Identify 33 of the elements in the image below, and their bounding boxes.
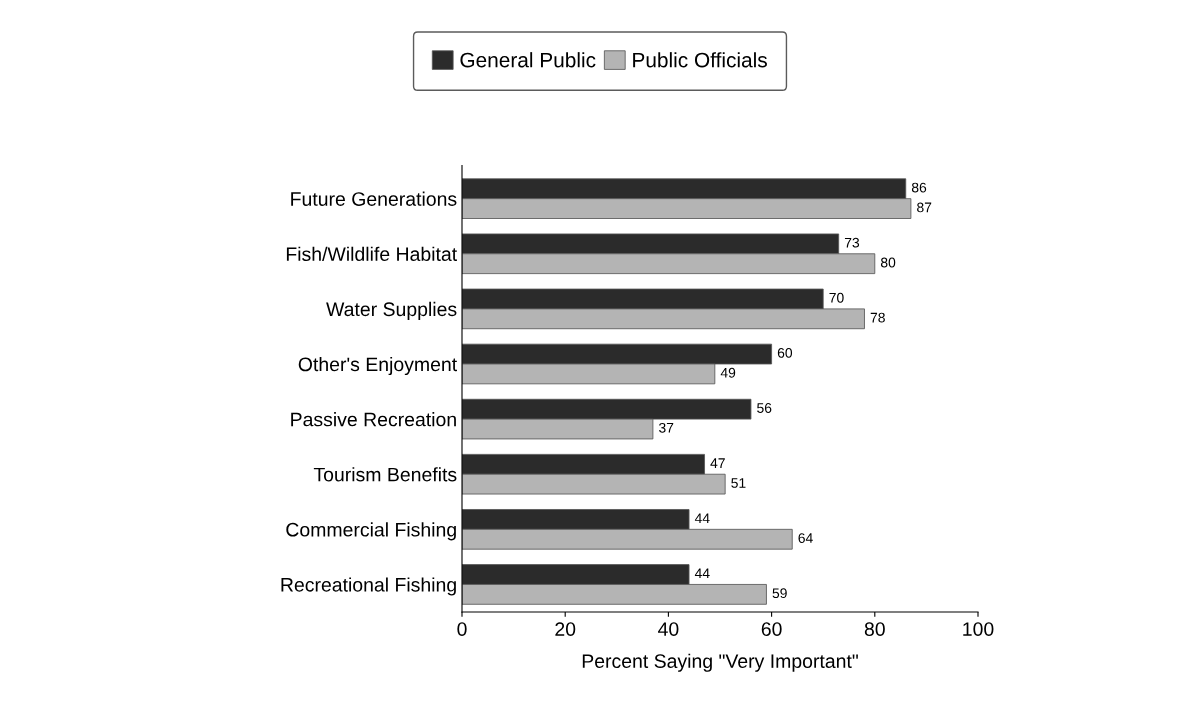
data-label: 49 [720, 367, 736, 378]
x-tick-label: 100 [963, 622, 994, 636]
legend-label: Public Officials [633, 52, 767, 68]
data-label: 51 [731, 478, 746, 488]
x-tick-label: 80 [864, 622, 885, 636]
y-tick-label: Recreational Fishing [281, 577, 456, 596]
data-label: 37 [659, 422, 674, 433]
data-label: 87 [917, 202, 932, 213]
data-label: 78 [870, 312, 885, 323]
x-tick-label: 0 [457, 622, 467, 636]
y-tick-label: Other's Enjoyment [298, 356, 457, 376]
data-label: 86 [911, 182, 927, 193]
y-tick-label: Passive Recreation [291, 412, 456, 427]
data-label: 80 [880, 257, 896, 268]
y-tick-label: Future Generations [291, 191, 457, 206]
legend-label: General Public [460, 52, 596, 68]
y-tick-label: Tourism Benefits [313, 467, 457, 482]
data-label: 47 [710, 458, 725, 468]
data-label: 70 [829, 292, 844, 303]
x-tick-label: 40 [658, 622, 679, 636]
data-label: 44 [694, 568, 710, 579]
data-label: 64 [798, 533, 813, 543]
x-axis-title: Percent Saying "Very Important" [582, 653, 858, 672]
data-label: 60 [777, 347, 793, 358]
x-tick-label: 60 [761, 622, 782, 636]
data-label: 56 [757, 403, 772, 413]
x-tick-label: 20 [555, 622, 576, 636]
data-label: 73 [844, 237, 860, 248]
data-label: 44 [694, 513, 710, 523]
y-tick-label: Commercial Fishing [286, 522, 456, 541]
y-tick-label: Water Supplies [326, 301, 457, 320]
y-tick-label: Fish/Wildlife Habitat [286, 246, 457, 262]
data-label: 59 [772, 588, 787, 599]
